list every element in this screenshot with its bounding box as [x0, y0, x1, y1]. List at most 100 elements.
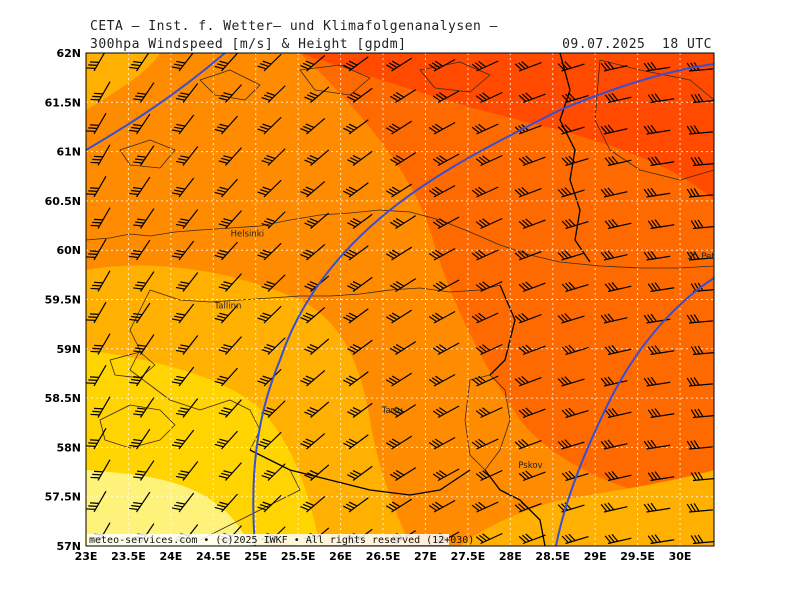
wind-barb: [518, 155, 546, 167]
wind-barb: [218, 147, 242, 166]
fill-band-ffb000-east: [460, 470, 714, 546]
wind-barb: [690, 408, 714, 419]
wind-barb: [129, 239, 151, 261]
island-hiiumaa: [109, 351, 156, 379]
wind-barb: [218, 336, 242, 355]
wind-barb: [604, 281, 632, 293]
wind-barb: [690, 219, 714, 230]
wind-barb: [347, 150, 373, 166]
wind-barb: [129, 365, 151, 387]
wind-barb: [90, 396, 111, 418]
wind-barb: [385, 435, 413, 450]
wind-barb: [347, 276, 373, 292]
wind-barb: [557, 124, 585, 135]
footer-box: [87, 534, 449, 545]
wind-barb: [600, 439, 628, 450]
wind-barb: [300, 55, 326, 72]
wind-barb: [428, 184, 456, 198]
lon-tick-label: 27E: [414, 550, 437, 563]
wind-barb: [261, 337, 286, 355]
wind-barb: [604, 155, 632, 167]
wind-barb: [385, 309, 413, 324]
wind-barb: [514, 438, 542, 450]
wind-barb: [432, 216, 460, 230]
wind-barb: [604, 92, 632, 104]
wind-barb: [261, 463, 286, 481]
wind-barb: [214, 493, 238, 513]
wind-barb: [175, 209, 199, 229]
wind-barb: [218, 210, 242, 229]
wind-barb: [214, 241, 238, 261]
wind-barb: [133, 82, 155, 103]
wind-barb: [647, 156, 675, 167]
chart-title: CETA – Inst. f. Wetter– und Klimafolgena…: [90, 19, 499, 34]
lakes-finland-3: [419, 61, 491, 93]
lakes-finland-2: [299, 64, 371, 96]
lat-tick-label: 59N: [56, 343, 81, 356]
wind-barb: [690, 345, 714, 356]
wind-barb: [557, 61, 585, 72]
wind-barb: [600, 124, 628, 135]
wind-barb: [175, 272, 199, 292]
wind-barb: [175, 335, 199, 355]
wind-barb: [304, 212, 330, 229]
wind-barb: [129, 302, 151, 324]
wind-barb: [471, 123, 499, 135]
wind-barb: [471, 438, 499, 450]
map-frame: [85, 52, 715, 547]
wind-barb: [218, 84, 242, 103]
lon-tick-label: 25.5E: [281, 550, 316, 563]
lat-tick-label: 61N: [56, 146, 81, 159]
lon-tick-label: 25E: [244, 550, 267, 563]
lon-tick-label: 30E: [669, 550, 692, 563]
border-finland-russia: [559, 53, 591, 263]
lon-tick-label: 24E: [159, 550, 182, 563]
wind-barb: [518, 92, 546, 104]
wind-barb: [518, 281, 546, 293]
wind-barb: [133, 397, 155, 418]
wind-barb: [257, 116, 282, 135]
wind-barb: [257, 494, 282, 513]
wind-barb: [385, 183, 413, 198]
wind-barb: [600, 376, 628, 387]
fill-band-ff6a00: [300, 53, 714, 505]
wind-barb: [171, 177, 195, 198]
wind-barb: [257, 242, 282, 261]
wind-barb: [647, 345, 675, 356]
wind-barb: [432, 405, 460, 419]
wind-barb: [347, 402, 373, 418]
wind-barb: [90, 333, 111, 355]
lon-axis-labels: 23E 23.5E 24E 24.5E 25E 25.5E 26E 26.5E 27E 27.5E…: [75, 550, 692, 563]
lat-tick-label: 57N: [56, 540, 81, 553]
wind-barb: [600, 61, 628, 72]
wind-barb: [471, 375, 499, 387]
wind-barb: [133, 460, 155, 481]
wind-barb: [600, 313, 628, 324]
lakes-finland-1: [199, 69, 261, 101]
wind-barb: [261, 148, 286, 166]
wind-barb: [518, 407, 546, 419]
lon-tick-label: 26E: [329, 550, 352, 563]
wind-barb: [257, 305, 282, 324]
coastline-layer: [86, 59, 714, 541]
wind-barb: [343, 308, 369, 324]
wind-barb: [561, 281, 589, 293]
fill-band-fff27a: [86, 470, 250, 546]
wind-barb: [428, 499, 456, 513]
copyright-footer: meteo-services.com • (c)2025 IWKF • All …: [89, 535, 474, 546]
lake-peipus: [464, 374, 511, 471]
wind-barb: [690, 534, 714, 545]
wind-barb: [343, 497, 369, 513]
wind-barb: [86, 112, 107, 135]
wind-barb: [389, 404, 417, 419]
wind-barb: [214, 430, 238, 450]
wind-barb: [218, 273, 242, 292]
wind-barb: [471, 186, 499, 198]
wind-barb: [604, 218, 632, 230]
coastline-estonia-north: [149, 284, 501, 303]
wind-barb: [604, 407, 632, 419]
wind-barb: [475, 217, 503, 230]
wind-barb: [514, 375, 542, 387]
wind-barb: [300, 181, 326, 198]
wind-barb: [428, 373, 456, 387]
